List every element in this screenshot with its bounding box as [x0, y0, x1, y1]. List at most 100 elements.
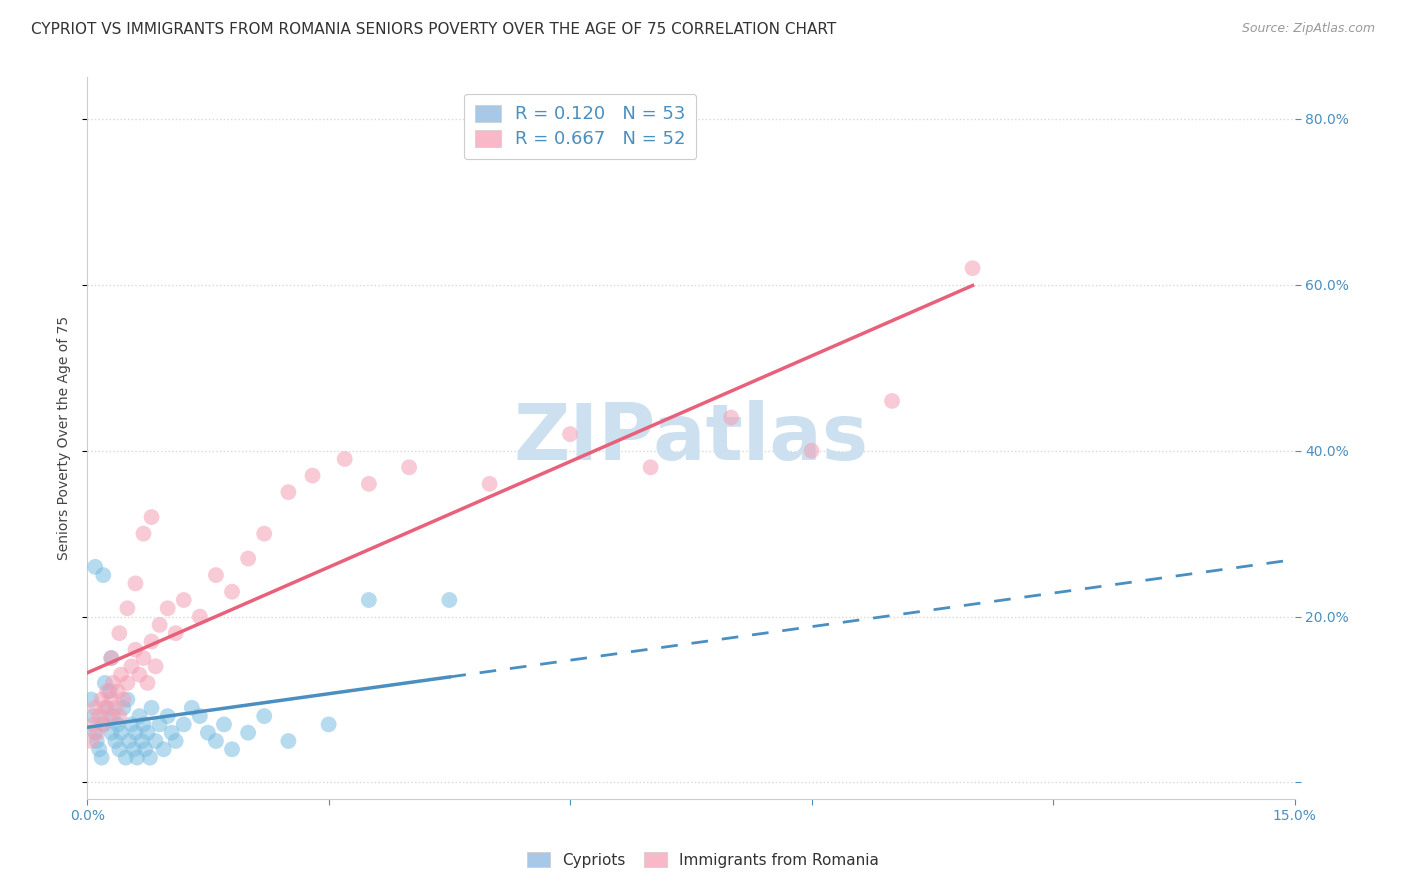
- Point: [86, 734, 108, 748]
- Point: [188, 709, 211, 723]
- Point: [112, 701, 135, 715]
- Point: [145, 734, 167, 748]
- Point: [91, 568, 114, 582]
- Point: [277, 485, 299, 500]
- Point: [136, 676, 159, 690]
- Point: [104, 734, 127, 748]
- Point: [86, 725, 108, 739]
- Point: [108, 626, 131, 640]
- Point: [253, 709, 276, 723]
- Point: [90, 692, 112, 706]
- Point: [152, 742, 174, 756]
- Point: [110, 667, 132, 681]
- Point: [94, 676, 117, 690]
- Point: [160, 725, 183, 739]
- Point: [84, 701, 107, 715]
- Point: [107, 684, 129, 698]
- Point: [100, 651, 122, 665]
- Point: [131, 734, 153, 748]
- Point: [120, 717, 142, 731]
- Point: [197, 725, 219, 739]
- Point: [83, 717, 105, 731]
- Y-axis label: Seniors Poverty Over the Age of 75: Seniors Poverty Over the Age of 75: [58, 316, 72, 560]
- Point: [91, 717, 114, 731]
- Text: ZIPatlas: ZIPatlas: [513, 401, 869, 476]
- Point: [132, 651, 155, 665]
- Point: [439, 593, 461, 607]
- Point: [107, 717, 129, 731]
- Point: [108, 742, 131, 756]
- Point: [141, 634, 163, 648]
- Point: [212, 717, 235, 731]
- Legend: Cypriots, Immigrants from Romania: Cypriots, Immigrants from Romania: [522, 846, 884, 873]
- Point: [277, 734, 299, 748]
- Point: [117, 601, 139, 615]
- Point: [149, 618, 172, 632]
- Point: [80, 734, 103, 748]
- Point: [136, 725, 159, 739]
- Point: [173, 593, 195, 607]
- Point: [98, 684, 121, 698]
- Point: [173, 717, 195, 731]
- Text: Source: ZipAtlas.com: Source: ZipAtlas.com: [1241, 22, 1375, 36]
- Point: [318, 717, 340, 731]
- Point: [89, 709, 111, 723]
- Point: [221, 584, 243, 599]
- Point: [132, 526, 155, 541]
- Point: [180, 701, 202, 715]
- Point: [800, 443, 823, 458]
- Legend: R = 0.120   N = 53, R = 0.667   N = 52: R = 0.120 N = 53, R = 0.667 N = 52: [464, 94, 696, 160]
- Point: [145, 659, 167, 673]
- Point: [357, 476, 380, 491]
- Point: [962, 261, 984, 276]
- Point: [141, 701, 163, 715]
- Point: [205, 734, 228, 748]
- Point: [96, 701, 118, 715]
- Point: [89, 742, 111, 756]
- Point: [112, 692, 135, 706]
- Point: [124, 642, 146, 657]
- Point: [188, 609, 211, 624]
- Point: [156, 709, 179, 723]
- Point: [125, 750, 148, 764]
- Point: [253, 526, 276, 541]
- Point: [80, 692, 103, 706]
- Point: [101, 676, 124, 690]
- Point: [301, 468, 323, 483]
- Point: [120, 659, 142, 673]
- Point: [90, 750, 112, 764]
- Point: [122, 742, 145, 756]
- Point: [139, 750, 162, 764]
- Point: [100, 651, 122, 665]
- Point: [124, 725, 146, 739]
- Point: [156, 601, 179, 615]
- Point: [880, 393, 903, 408]
- Point: [98, 709, 121, 723]
- Point: [149, 717, 172, 731]
- Point: [478, 476, 501, 491]
- Point: [165, 626, 187, 640]
- Point: [128, 667, 150, 681]
- Point: [96, 684, 118, 698]
- Point: [117, 692, 139, 706]
- Point: [104, 701, 127, 715]
- Point: [108, 709, 131, 723]
- Point: [132, 717, 155, 731]
- Point: [110, 725, 132, 739]
- Point: [221, 742, 243, 756]
- Point: [141, 510, 163, 524]
- Point: [114, 750, 136, 764]
- Point: [84, 725, 107, 739]
- Point: [117, 676, 139, 690]
- Point: [83, 709, 105, 723]
- Point: [236, 725, 259, 739]
- Point: [333, 452, 356, 467]
- Point: [94, 701, 117, 715]
- Point: [100, 692, 122, 706]
- Point: [640, 460, 662, 475]
- Point: [91, 717, 114, 731]
- Point: [398, 460, 420, 475]
- Point: [101, 709, 124, 723]
- Text: CYPRIOT VS IMMIGRANTS FROM ROMANIA SENIORS POVERTY OVER THE AGE OF 75 CORRELATIO: CYPRIOT VS IMMIGRANTS FROM ROMANIA SENIO…: [31, 22, 837, 37]
- Point: [236, 551, 259, 566]
